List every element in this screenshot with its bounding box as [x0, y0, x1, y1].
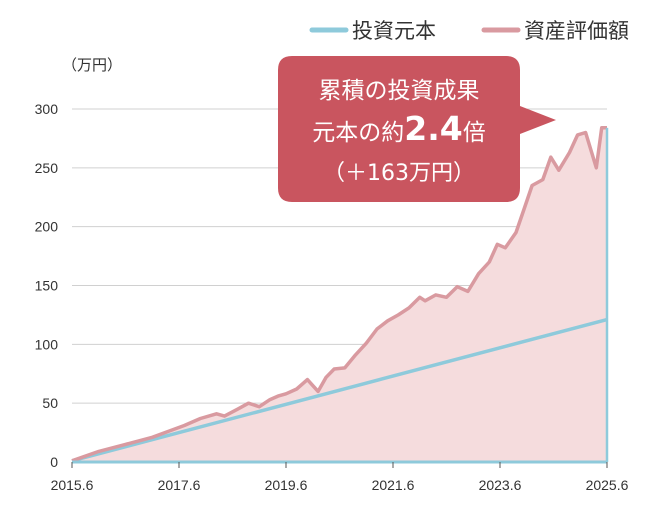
callout-line-2-suffix: 倍	[463, 120, 486, 146]
x-tick-label: 2019.6	[265, 477, 308, 493]
y-tick-label: 300	[35, 101, 59, 117]
y-tick-label: 100	[35, 336, 59, 352]
y-axis-unit-label: （万円）	[62, 56, 122, 74]
callout-line-1: 累積の投資成果	[319, 78, 480, 104]
series-area-1	[72, 127, 607, 463]
callout-line-2-prefix: 元本の約	[312, 120, 404, 146]
callout-line-3: （＋163万円）	[323, 161, 475, 186]
series-lines	[71, 126, 609, 463]
x-tick-label: 2017.6	[158, 477, 201, 493]
callout-shape	[278, 56, 556, 202]
legend-label-principal: 投資元本	[352, 19, 436, 43]
y-tick-label: 50	[42, 395, 58, 411]
y-tick-label: 150	[35, 278, 59, 294]
y-tick-label: 250	[35, 160, 59, 176]
axes: 0 50 100 150 200 250 300 2015.6 2017.6 2019.6 2021…	[35, 101, 629, 493]
callout-multiplier: 2.4	[404, 109, 462, 148]
callout-line-2: 元本の約2.4倍	[312, 109, 485, 148]
y-tick-label: 0	[50, 454, 58, 470]
y-tick-label: 200	[35, 219, 59, 235]
x-tick-label: 2023.6	[479, 477, 522, 493]
callout-bubble: 累積の投資成果 元本の約2.4倍 （＋163万円）	[278, 56, 556, 202]
series-line-1	[71, 126, 607, 463]
legend-label-asset-value: 資産評価額	[524, 19, 629, 43]
x-tick-label: 2021.6	[372, 477, 415, 493]
legend: 投資元本 資産評価額	[309, 19, 629, 43]
series-line-0	[71, 317, 608, 463]
x-tick-label: 2025.6	[586, 477, 629, 493]
x-tick-label: 2015.6	[51, 477, 94, 493]
